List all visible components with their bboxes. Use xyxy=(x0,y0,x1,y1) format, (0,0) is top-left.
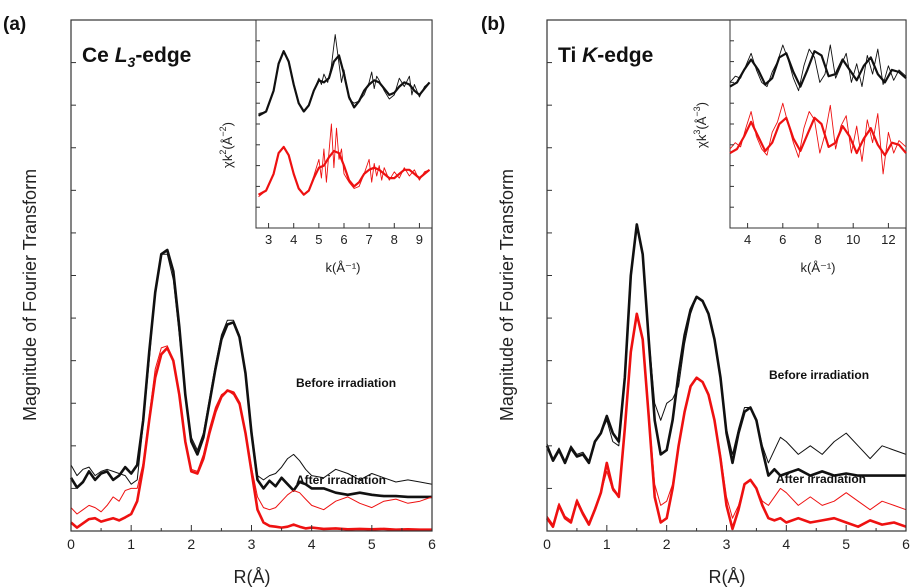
panel-b-edge-label: Ti K-edge xyxy=(558,44,653,67)
panel-a-inset-ylabel-sup2: −2 xyxy=(218,126,228,136)
panel-b-edge-suffix: -edge xyxy=(597,44,653,67)
panel-a-xtick-label: 3 xyxy=(248,536,256,552)
panel-a-edge-label: Ce L3-edge xyxy=(82,44,191,70)
panel-a-inset-ylabel-text: χk xyxy=(220,154,235,168)
panel-b-label: (b) xyxy=(481,14,505,35)
panel-a-ylabel: Magnitude of Fourier Transform xyxy=(20,169,40,421)
panel-b-inset-ylabel-end: ) xyxy=(694,102,709,106)
panel-a-before-label: Before irradiation xyxy=(296,376,396,390)
panel-a-series-1-line xyxy=(70,253,433,485)
panel-a-inset-series-3-line xyxy=(258,123,430,198)
panel-b-xtick-label: 2 xyxy=(663,536,671,552)
panel-a-inset-xtick-label: 6 xyxy=(340,232,347,247)
panel-b-inset-xtick-label: 12 xyxy=(881,232,895,247)
panel-a-xtick-label: 4 xyxy=(308,536,316,552)
panel-a-inset-series-1-line xyxy=(258,34,430,115)
panel-b-xtick-label: 5 xyxy=(842,536,850,552)
panel-b-inset-series-3-line xyxy=(729,102,907,175)
panel-a-xtick-label: 6 xyxy=(428,536,436,552)
panel-a-inset-ylabel: χk2(Å−2) xyxy=(218,122,235,168)
panel-b-edge-element: K xyxy=(582,44,599,67)
panel-a-label: (a) xyxy=(3,14,26,35)
panel-a-edge-prefix: Ce xyxy=(82,44,115,67)
panel-a-xlabel: R(Å) xyxy=(234,567,271,587)
panel-a-series-2-line xyxy=(70,346,432,531)
panel-b-inset-xtick-label: 6 xyxy=(779,232,786,247)
panel-b-inset: 4 6 8 10 12 xyxy=(729,19,907,247)
panel-b-inset-xtick-label: 8 xyxy=(814,232,821,247)
panel-a-series-3-line xyxy=(70,345,433,515)
panel-b-after-label: After irradiation xyxy=(776,472,866,486)
panel-a-inset-xtick-label: 7 xyxy=(366,232,373,247)
panel-b-inset-xlabel: k(Å⁻¹) xyxy=(800,260,835,275)
panel-b-inset-xtick-label: 10 xyxy=(846,232,860,247)
panel-b-inset-series-0-line xyxy=(729,50,907,88)
panel-b-xtick-label: 0 xyxy=(543,536,551,552)
panel-b-series-1-line xyxy=(546,223,907,464)
panel-a-inset-ylabel-sup1: 2 xyxy=(218,150,228,155)
panel-a-edge-element: L xyxy=(115,44,128,67)
panel-b-series-0-line xyxy=(545,223,906,477)
panel-a-plot-area: 0 1 2 3 4 5 6 xyxy=(67,19,436,552)
panel-b-inset-background xyxy=(729,19,907,229)
panel-b-edge-prefix: Ti xyxy=(558,44,582,67)
panel-a-xtick-label: 0 xyxy=(67,536,75,552)
panel-a-xtick-label: 1 xyxy=(127,536,135,552)
panel-b-xtick-label: 4 xyxy=(782,536,790,552)
panel-b-inset-ylabel: χk3(Å−3) xyxy=(692,102,709,148)
panel-b-inset-ylabel-sup2: −3 xyxy=(692,106,702,116)
panel-a-inset: 3 4 5 6 7 8 9 xyxy=(255,19,433,247)
panel-b-inset-ylabel-sup1: 3 xyxy=(692,130,702,135)
panel-b-inset-series-2-line xyxy=(729,116,907,157)
panel-a-inset-ylabel-end: ) xyxy=(220,122,235,126)
panel-b-inset-series-1-line xyxy=(729,44,907,92)
panel-b-before-label: Before irradiation xyxy=(769,368,869,382)
panel-b-inset-xtick-label: 4 xyxy=(744,232,751,247)
panel-b-xtick-label: 6 xyxy=(902,536,910,552)
panel-a: (a) Magnitude of Fourier Transform 0 1 2 3 4… xyxy=(3,14,436,587)
panel-b-xlabel: R(Å) xyxy=(709,567,746,587)
panel-a-series-0-line xyxy=(69,248,432,499)
panel-a-inset-xtick-label: 4 xyxy=(290,232,297,247)
panel-a-xtick-label: 2 xyxy=(187,536,195,552)
panel-a-xtick-label: 5 xyxy=(368,536,376,552)
panel-a-inset-background xyxy=(255,19,433,229)
panel-a-inset-xtick-label: 3 xyxy=(265,232,272,247)
panel-a-inset-xtick-label: 5 xyxy=(315,232,322,247)
panel-b-xtick-label: 3 xyxy=(723,536,731,552)
panel-a-inset-xtick-label: 9 xyxy=(416,232,423,247)
panel-b-xtick-label: 1 xyxy=(603,536,611,552)
panel-a-inset-xtick-label: 8 xyxy=(391,232,398,247)
panel-a-inset-xlabel: k(Å⁻¹) xyxy=(325,260,360,275)
panel-a-edge-sub: 3 xyxy=(128,54,136,70)
panel-b-inset-ylabel-mid: (Å xyxy=(694,116,709,129)
panel-a-after-label: After irradiation xyxy=(296,473,386,487)
panel-a-edge-suffix: -edge xyxy=(135,44,191,67)
panel-a-inset-ylabel-mid: (Å xyxy=(220,136,235,149)
panel-b-inset-ylabel-text: χk xyxy=(694,134,709,148)
panel-b-ylabel: Magnitude of Fourier Transform xyxy=(497,169,517,421)
panel-b-series-3-line xyxy=(546,313,907,526)
